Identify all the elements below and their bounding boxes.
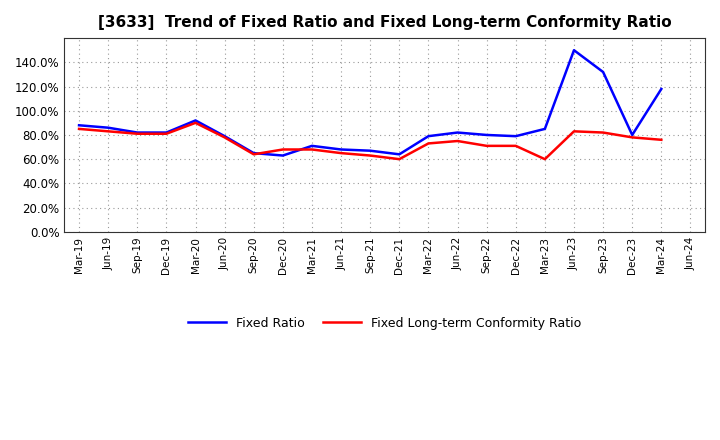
Line: Fixed Long-term Conformity Ratio: Fixed Long-term Conformity Ratio [79,123,662,159]
Fixed Long-term Conformity Ratio [482,143,491,148]
Fixed Long-term Conformity Ratio [395,157,404,162]
Fixed Ratio [628,132,636,138]
Fixed Long-term Conformity Ratio [133,131,142,136]
Fixed Long-term Conformity Ratio [162,131,171,136]
Fixed Long-term Conformity Ratio [541,157,549,162]
Fixed Ratio [337,147,346,152]
Fixed Long-term Conformity Ratio [307,147,316,152]
Fixed Ratio [249,150,258,156]
Fixed Ratio [307,143,316,148]
Fixed Long-term Conformity Ratio [657,137,666,143]
Legend: Fixed Ratio, Fixed Long-term Conformity Ratio: Fixed Ratio, Fixed Long-term Conformity … [184,312,586,335]
Fixed Ratio [657,86,666,92]
Fixed Long-term Conformity Ratio [220,135,229,140]
Fixed Ratio [511,133,520,139]
Fixed Long-term Conformity Ratio [337,150,346,156]
Fixed Ratio [482,132,491,138]
Fixed Ratio [453,130,462,135]
Fixed Long-term Conformity Ratio [628,135,636,140]
Fixed Long-term Conformity Ratio [104,128,112,134]
Fixed Ratio [220,133,229,139]
Fixed Ratio [192,118,200,123]
Fixed Ratio [75,123,84,128]
Fixed Long-term Conformity Ratio [570,128,578,134]
Fixed Ratio [395,152,404,157]
Fixed Long-term Conformity Ratio [366,153,374,158]
Fixed Long-term Conformity Ratio [424,141,433,146]
Fixed Ratio [599,70,608,75]
Fixed Ratio [162,130,171,135]
Fixed Long-term Conformity Ratio [453,138,462,143]
Fixed Ratio [570,48,578,53]
Fixed Ratio [104,125,112,130]
Fixed Ratio [541,126,549,132]
Fixed Long-term Conformity Ratio [192,120,200,125]
Title: [3633]  Trend of Fixed Ratio and Fixed Long-term Conformity Ratio: [3633] Trend of Fixed Ratio and Fixed Lo… [98,15,672,30]
Fixed Ratio [279,153,287,158]
Fixed Ratio [424,133,433,139]
Fixed Long-term Conformity Ratio [599,130,608,135]
Fixed Ratio [366,148,374,153]
Fixed Long-term Conformity Ratio [249,152,258,157]
Fixed Ratio [133,130,142,135]
Line: Fixed Ratio: Fixed Ratio [79,50,662,155]
Fixed Long-term Conformity Ratio [279,147,287,152]
Fixed Long-term Conformity Ratio [511,143,520,148]
Fixed Long-term Conformity Ratio [75,126,84,132]
